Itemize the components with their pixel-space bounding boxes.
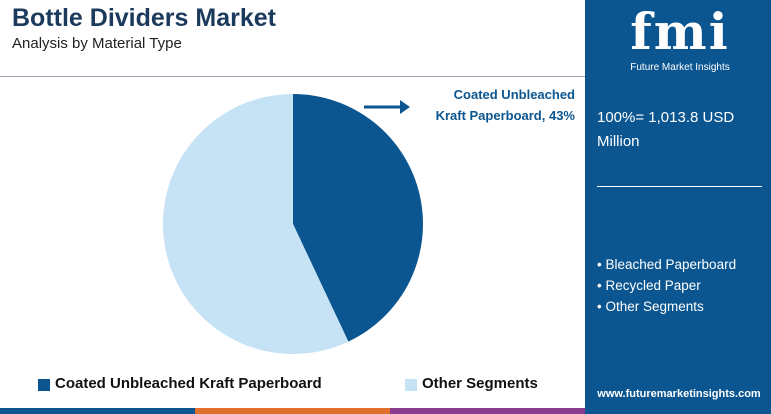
footer-band [195, 408, 390, 414]
segment-item: • Recycled Paper [597, 278, 701, 293]
footer-band [0, 408, 195, 414]
brand: Future Market Insights [630, 62, 730, 73]
segment-item: • Bleached Paperboard [597, 257, 737, 272]
legend-label: Other Segments [422, 375, 538, 392]
pie-chart [163, 94, 424, 354]
market-total: 100%= 1,013.8 USD Million [597, 109, 735, 150]
callout-arrow [364, 100, 410, 114]
website: www.futuremarketinsights.com [597, 388, 761, 400]
segment-item: • Other Segments [597, 299, 704, 314]
data-label: Coated Unbleached Kraft Paperboard, 43% [435, 87, 575, 123]
pie-slice [163, 94, 349, 354]
legend-swatch [405, 379, 417, 391]
divider [597, 186, 762, 187]
segment-label: Other Segments [605, 299, 704, 314]
legend-swatch [38, 379, 50, 391]
segment-label: Bleached Paperboard [605, 257, 737, 272]
pie-slice [293, 94, 424, 342]
chart-title: Bottle Dividers Market [12, 4, 276, 32]
divider [0, 76, 585, 77]
logo: fmi [630, 2, 730, 61]
chart-subtitle: Analysis by Material Type [12, 35, 182, 52]
footer-band [390, 408, 585, 414]
segment-label: Recycled Paper [605, 278, 701, 293]
legend-label: Coated Unbleached Kraft Paperboard [55, 375, 322, 392]
side-panel [585, 0, 771, 414]
